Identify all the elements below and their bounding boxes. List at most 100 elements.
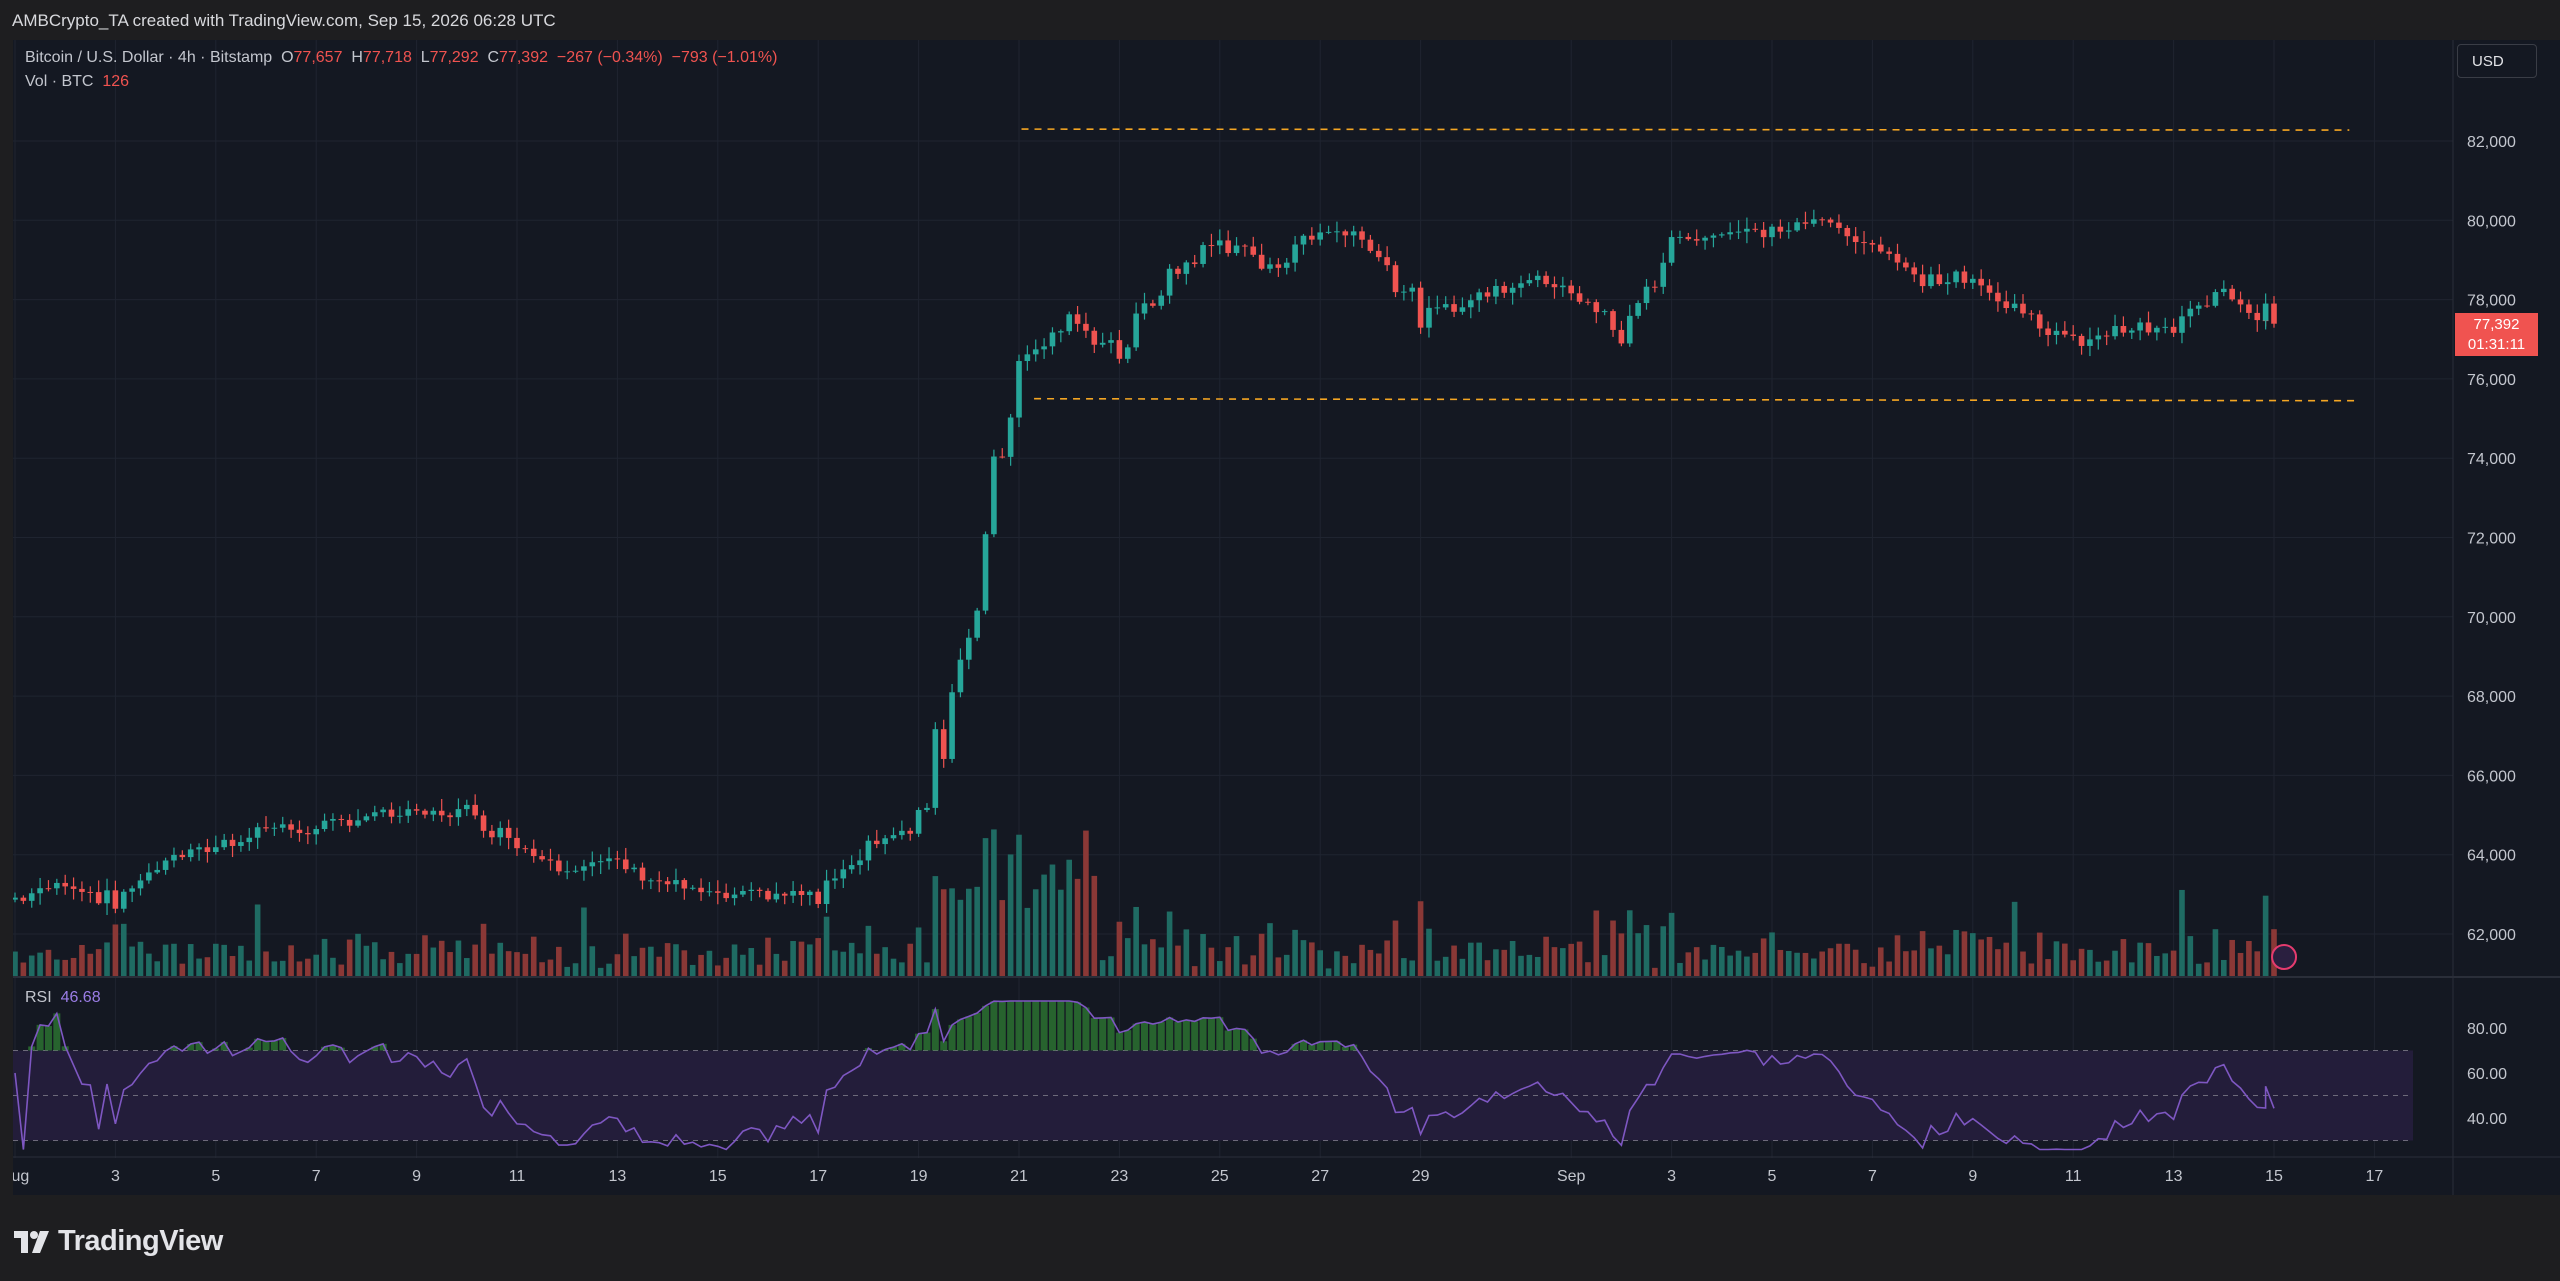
candle-body (940, 729, 947, 759)
volume-bar (2221, 959, 2227, 976)
candle-body (1560, 285, 1566, 288)
candle-body (589, 862, 596, 867)
volume-bar (932, 876, 939, 976)
brand-name: TradingView (58, 1225, 223, 1257)
candle-body (1334, 231, 1340, 233)
candle-body (1551, 284, 1558, 288)
candle-body (1007, 417, 1014, 457)
volume-bar (1970, 933, 1976, 976)
volume-label: Vol · BTC (25, 73, 94, 90)
candle-body (882, 838, 888, 845)
candle-body (1660, 262, 1667, 287)
volume-bar (740, 954, 746, 976)
volume-bar (614, 954, 621, 976)
volume-bar (2003, 942, 2010, 976)
volume-bar (706, 950, 713, 976)
volume-bar (2187, 936, 2194, 976)
volume-bar (13, 951, 18, 976)
x-tick-label: 9 (412, 1168, 421, 1185)
candle-body (2154, 327, 2160, 333)
volume-bar (313, 954, 319, 976)
volume-bar (1861, 963, 1867, 976)
volume-bar (656, 956, 663, 976)
volume-bar (807, 944, 813, 976)
y-tick-label: 74,000 (2467, 451, 2516, 468)
currency-button[interactable]: USD (2457, 44, 2537, 78)
candle-body (137, 880, 144, 889)
candle-body (807, 891, 813, 896)
candle-body (1292, 244, 1298, 263)
volume-bar (1384, 940, 1390, 976)
candle-body (2212, 292, 2219, 306)
volume-bar (2145, 943, 2152, 976)
volume-bar (1903, 951, 1909, 976)
volume-bar (1041, 874, 1047, 976)
volume-bar (405, 953, 412, 976)
candle-body (731, 894, 738, 899)
tradingview-logo[interactable]: TradingView (14, 1225, 223, 1258)
candle-body (982, 534, 989, 611)
volume-legend[interactable]: Vol · BTC 126 (25, 73, 129, 91)
volume-bar (246, 960, 253, 976)
candle-body (363, 816, 370, 821)
volume-bar (1844, 943, 1851, 976)
candle-body (1886, 251, 1892, 254)
candle-body (1777, 226, 1784, 232)
candle-body (966, 637, 972, 660)
volume-bar (1225, 947, 1231, 976)
x-tick-label: Sep (1557, 1168, 1586, 1185)
volume-bar (2036, 932, 2043, 976)
candle-body (514, 837, 520, 849)
symbol-label[interactable]: Bitcoin / U.S. Dollar · 4h · Bitstamp (25, 49, 273, 66)
volume-bar (1233, 936, 1240, 976)
x-tick-label: 29 (1412, 1168, 1430, 1185)
candle-body (1852, 236, 1859, 243)
volume-bar (296, 961, 303, 976)
volume-bar (815, 938, 821, 976)
candle-body (371, 812, 378, 817)
volume-bar (137, 941, 144, 976)
candle-body (857, 860, 863, 866)
volume-bar (1091, 875, 1098, 976)
volume-bar (305, 958, 311, 976)
candle-body (622, 859, 629, 870)
volume-bar (1083, 830, 1089, 976)
volume-bar (1158, 947, 1165, 976)
candle-body (2271, 303, 2277, 324)
rsi-legend[interactable]: RSI 46.68 (25, 989, 101, 1007)
volume-bar (1451, 945, 1457, 976)
volume-bar (338, 964, 345, 976)
x-tick-label: 13 (609, 1168, 627, 1185)
candle-body (765, 890, 771, 900)
candle-body (1752, 228, 1759, 230)
volume-bar (1551, 947, 1558, 976)
candle-body (355, 820, 361, 826)
resistance-line (1021, 128, 2350, 131)
y-tick-label: 76,000 (2467, 372, 2516, 389)
volume-bar (2045, 959, 2051, 976)
volume-bar (1032, 889, 1039, 976)
tradingview-icon (14, 1230, 49, 1253)
volume-bar (28, 955, 35, 976)
volume-bar (1752, 952, 1759, 976)
volume-bar (773, 953, 780, 976)
candle-body (2254, 312, 2261, 321)
candle-body (2087, 339, 2093, 346)
volume-bar (79, 944, 85, 976)
volume-bar (87, 953, 94, 976)
volume-bar (271, 961, 278, 976)
volume-bar (1534, 956, 1541, 976)
chart-svg: Aug 3 5 7 9 11 13 15 17 19 21 23 25 27 29 Sep 3 5 7 9 11 13 15… (13, 40, 2560, 1195)
candle-body (2137, 322, 2143, 331)
candle-body (1944, 282, 1951, 285)
volume-bar (832, 950, 838, 976)
volume-bar (1108, 956, 1114, 976)
volume-bar (1543, 936, 1549, 976)
volume-bar (1961, 931, 1968, 976)
volume-bar (1217, 961, 1223, 976)
volume-bar (1275, 957, 1282, 976)
volume-bar (631, 956, 637, 976)
candle-body (1534, 275, 1541, 281)
change-value: −267 (−0.34%) (556, 49, 663, 66)
chart-area[interactable]: Aug 3 5 7 9 11 13 15 17 19 21 23 25 27 29 Sep 3 5 7 9 11 13 15… (13, 40, 2560, 1195)
